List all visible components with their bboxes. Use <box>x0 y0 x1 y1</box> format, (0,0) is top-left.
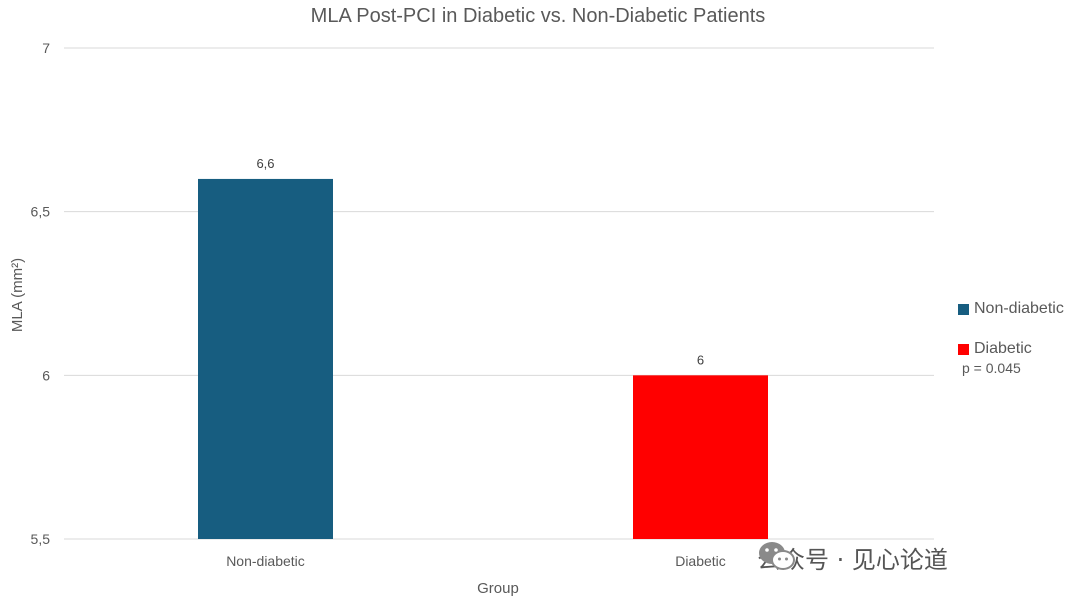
watermark: 公众号 · 见心论道 <box>757 540 948 575</box>
bars <box>198 178 768 539</box>
x-tick-label: Diabetic <box>675 553 726 569</box>
data-label: 6,6 <box>256 156 274 171</box>
x-axis-title: Group <box>477 580 519 597</box>
gridlines <box>64 47 934 540</box>
legend-label: Non-diabetic <box>974 300 1064 317</box>
wechat-icon <box>759 542 795 570</box>
data-label: 6 <box>697 352 704 367</box>
y-axis-title: MLA (mm²) <box>9 258 26 332</box>
y-tick-labels: 5,5 6 6,5 7 <box>31 40 51 547</box>
x-tick-labels: Non-diabetic Diabetic <box>226 553 726 569</box>
data-labels: 6,66 <box>256 156 704 367</box>
y-tick-label: 6 <box>42 367 50 383</box>
y-tick-label: 5,5 <box>31 531 51 547</box>
p-value-annotation: p = 0.045 <box>962 360 1021 376</box>
chart-title: MLA Post-PCI in Diabetic vs. Non-Diabeti… <box>310 5 766 27</box>
y-tick-label: 7 <box>42 40 50 56</box>
legend-swatch <box>958 303 969 315</box>
bar-diabetic <box>633 375 768 539</box>
legend: Non-diabetic Diabetic p = 0.045 <box>958 298 1064 376</box>
x-tick-label: Non-diabetic <box>226 553 305 569</box>
legend-label: Diabetic <box>974 340 1032 357</box>
legend-item-non-diabetic: Non-diabetic <box>958 298 1064 320</box>
bar-non-diabetic <box>198 178 333 539</box>
legend-swatch <box>958 343 969 355</box>
legend-item-diabetic: Diabetic <box>958 338 1064 360</box>
y-tick-label: 6,5 <box>31 204 51 220</box>
